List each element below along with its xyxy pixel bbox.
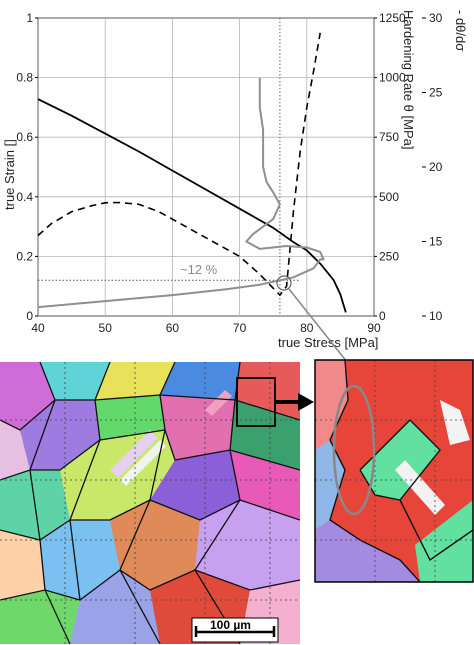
- y-right2-tick-label: 10: [429, 309, 443, 323]
- y-right2-tick-label: 20: [429, 160, 443, 174]
- y-left-tick-label: 0.6: [16, 130, 33, 144]
- y-left-tick-label: 1: [26, 11, 33, 25]
- y-right1-tick-label: 1250: [379, 11, 406, 25]
- x-tick-label: 50: [99, 321, 113, 335]
- y-left-tick-label: 0.8: [16, 71, 33, 85]
- x-tick-label: 40: [31, 321, 45, 335]
- y-right2-tick-label: 30: [429, 11, 443, 25]
- plot-area: [37, 17, 375, 317]
- ticks-layer: 40 50 60 70 80 9000.20.40.60.8102505007501000…: [16, 11, 442, 335]
- y-right1-axis-title: Hardening Rate θ [MPa]: [401, 10, 416, 149]
- y-right1-tick-label: 750: [379, 130, 399, 144]
- x-tick-label: 80: [300, 321, 314, 335]
- y-left-axis-title: true Strain []: [2, 139, 17, 210]
- y-right2-tick-label: 25: [429, 86, 443, 100]
- series-line-dashed-black: [38, 32, 321, 296]
- series-layer: [38, 18, 347, 316]
- connector-line: [288, 288, 356, 373]
- y-right1-tick-label: 0: [379, 309, 386, 323]
- y-right1-tick-label: 250: [379, 249, 399, 263]
- scale-bar: 100 µm: [191, 617, 279, 643]
- chart: 40 50 60 70 80 9000.20.40.60.8102505007501000…: [2, 10, 468, 350]
- x-tick-label: 60: [166, 321, 180, 335]
- arrow-right-icon: [276, 393, 314, 411]
- annotation-text: ~12 %: [180, 262, 218, 277]
- x-tick-label: 70: [233, 321, 247, 335]
- y-left-tick-label: 0: [26, 309, 33, 323]
- y-right1-tick-label: 1000: [379, 71, 406, 85]
- scale-bar-label: 100 µm: [210, 618, 251, 632]
- inset-map: [315, 360, 473, 582]
- y-right2-tick-label: 15: [429, 235, 443, 249]
- y-left-tick-label: 0.2: [16, 249, 33, 263]
- y-right1-tick-label: 500: [379, 190, 399, 204]
- y-left-tick-label: 0.4: [16, 190, 33, 204]
- series-line-solid-gray: [38, 77, 325, 309]
- selection-box: [236, 377, 276, 427]
- gridlines: [37, 17, 375, 317]
- x-tick-label: 90: [367, 321, 381, 335]
- x-axis-title: true Stress [MPa]: [278, 335, 378, 350]
- orientation-map: [0, 362, 300, 644]
- y-right2-axis-title: - dθ/dσ: [453, 10, 468, 51]
- series-line-solid-black: [38, 98, 347, 313]
- annotation-circle: [276, 275, 292, 291]
- inset-frame: [314, 359, 474, 583]
